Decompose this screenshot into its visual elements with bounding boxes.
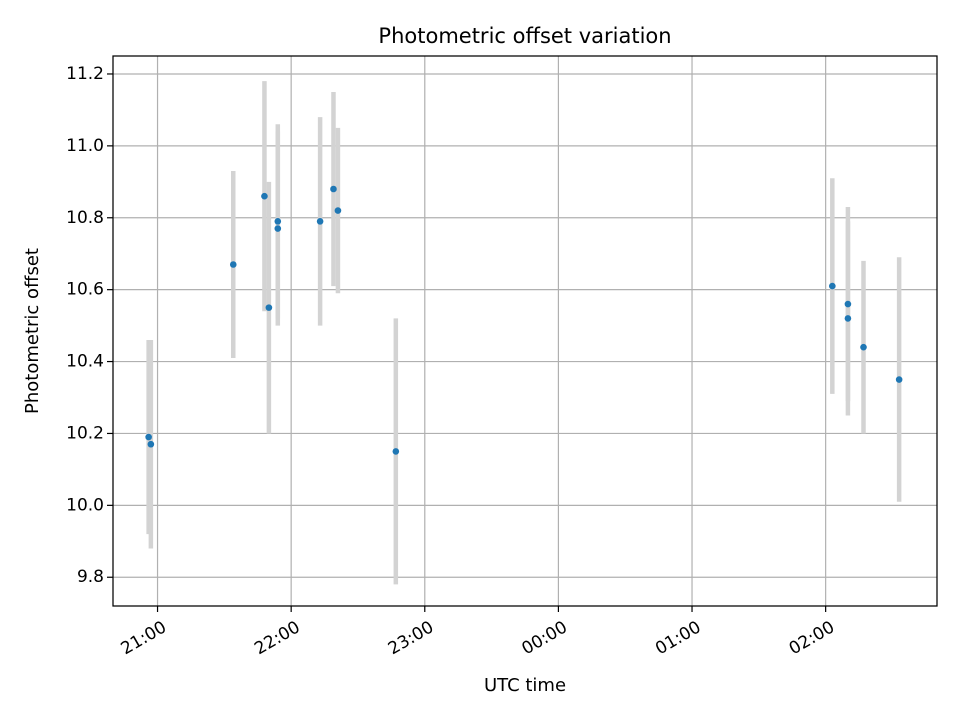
- y-tick-label: 11.2: [66, 64, 104, 84]
- data-point: [334, 207, 342, 214]
- data-point: [145, 433, 152, 441]
- x-tick-label: 23:00: [385, 617, 437, 659]
- data-point: [229, 261, 237, 268]
- data-point: [844, 300, 852, 308]
- x-tick-label: 02:00: [786, 617, 838, 659]
- data-point: [895, 376, 903, 383]
- x-axis-label: UTC time: [484, 675, 566, 696]
- y-tick-label: 10.6: [66, 280, 104, 300]
- x-tick-label: 01:00: [652, 617, 704, 659]
- y-axis-label: Photometric offset: [22, 248, 43, 414]
- data-point: [265, 304, 273, 311]
- data-point: [274, 218, 282, 225]
- errorbars: [146, 81, 902, 585]
- x-tick-label: 21:00: [118, 617, 170, 659]
- grid: [113, 56, 937, 606]
- y-tick-label: 10.2: [66, 423, 104, 443]
- data-point: [147, 440, 155, 448]
- data-point: [844, 315, 852, 322]
- data-point: [392, 448, 400, 455]
- data-point: [261, 192, 268, 200]
- y-tick-label: 9.8: [77, 567, 104, 587]
- y-tick-label: 10.8: [66, 208, 104, 228]
- x-tick-label: 22:00: [251, 617, 303, 659]
- chart-title: Photometric offset variation: [378, 24, 671, 48]
- y-tick-label: 10.4: [66, 352, 104, 372]
- y-tick-label: 10.0: [66, 495, 104, 515]
- data-point: [330, 185, 337, 193]
- data-point: [274, 225, 282, 232]
- data-point: [316, 218, 324, 225]
- data-point: [860, 343, 867, 351]
- x-tick-label: 00:00: [518, 617, 570, 659]
- plot-frame: [112, 55, 938, 607]
- data-points: [145, 185, 903, 455]
- y-tick-label: 11.0: [66, 136, 104, 156]
- data-point: [829, 282, 836, 290]
